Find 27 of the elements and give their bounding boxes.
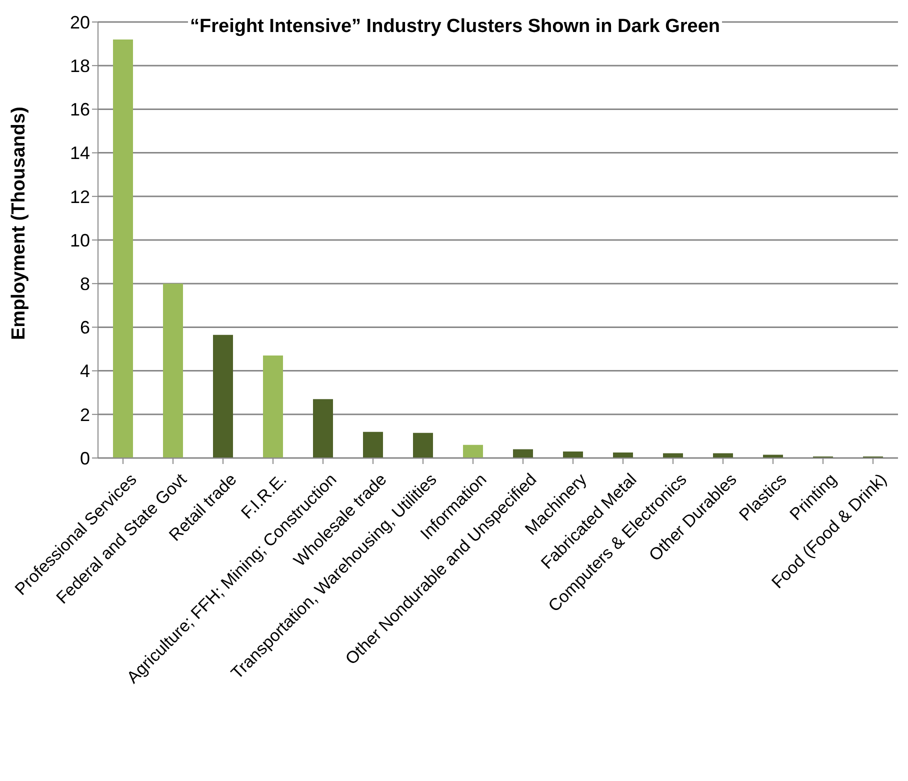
chart-title: “Freight Intensive” Industry Clusters Shown in Dark Green	[188, 16, 722, 38]
y-axis-title: Employment (Thousands)	[8, 106, 30, 340]
y-tick-label: 16	[70, 100, 90, 120]
bar	[113, 39, 133, 458]
y-tick-label: 14	[70, 143, 90, 164]
y-tick-label: 4	[80, 361, 90, 382]
y-tick-label: 12	[70, 186, 90, 207]
y-tick-label: 20	[70, 12, 90, 32]
y-tick-label: 6	[80, 318, 90, 338]
bar	[513, 449, 533, 458]
bar	[663, 453, 683, 458]
bar	[763, 454, 783, 458]
bar	[213, 334, 233, 458]
y-tick-label: 18	[70, 56, 90, 76]
y-tick-label: 0	[80, 448, 90, 468]
bar	[163, 284, 183, 458]
bar	[563, 451, 583, 458]
bar	[713, 453, 733, 458]
bar	[463, 444, 483, 458]
bar	[313, 399, 333, 458]
bar	[613, 452, 633, 458]
y-tick-label: 10	[70, 230, 90, 250]
bar	[263, 356, 283, 458]
bar	[363, 432, 383, 458]
bar	[413, 432, 433, 458]
y-tick-label: 2	[80, 404, 90, 425]
y-tick-label: 8	[80, 274, 90, 294]
